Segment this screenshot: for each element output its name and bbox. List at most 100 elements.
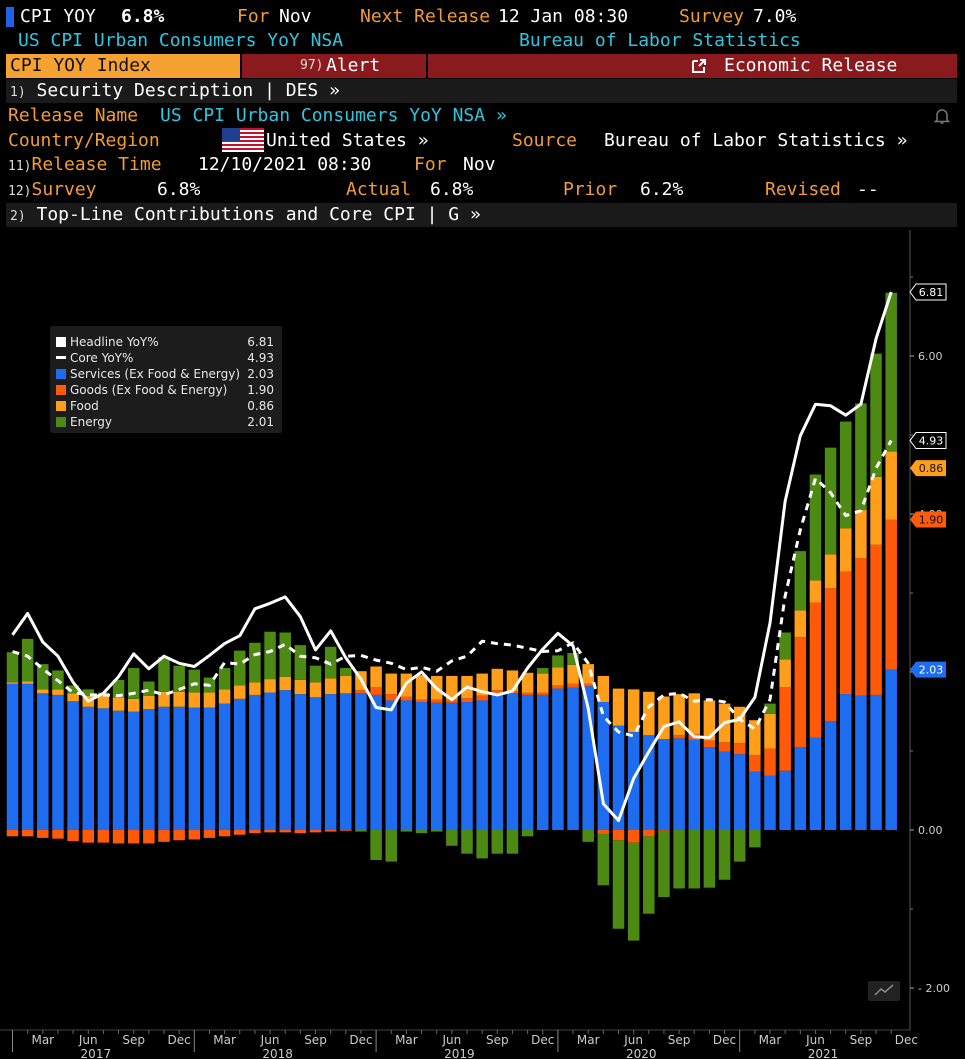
bar-goods xyxy=(294,830,307,834)
econ-release-button[interactable]: Economic Release Details xyxy=(428,54,957,100)
legend-swatch xyxy=(56,356,66,359)
legend-swatch xyxy=(56,337,66,347)
bar-services xyxy=(885,669,897,830)
bar-services xyxy=(643,735,655,830)
bar-energy xyxy=(37,664,49,690)
x-year-label: 2019 xyxy=(444,1047,475,1059)
x-tick-label: Sep xyxy=(486,1033,509,1047)
bar-energy xyxy=(461,830,473,854)
alert-button[interactable]: 97) Alert xyxy=(242,54,426,78)
legend-item-energy[interactable]: Energy 2.01 xyxy=(56,414,278,430)
bar-goods xyxy=(52,830,64,839)
bar-energy xyxy=(885,292,897,452)
legend-item-core[interactable]: Core YoY% 4.93 xyxy=(56,350,278,366)
bar-services xyxy=(294,694,307,830)
legend-item-headline[interactable]: Headline YoY% 6.81 xyxy=(56,334,278,350)
release-time-row[interactable]: 11)Release Time xyxy=(8,153,162,177)
bar-services xyxy=(415,702,428,830)
bar-food xyxy=(127,698,140,712)
legend-label: Headline YoY% xyxy=(70,335,159,349)
bar-services xyxy=(870,694,882,830)
bar-energy xyxy=(67,685,79,694)
bar-food xyxy=(173,691,185,707)
bar-energy xyxy=(537,668,549,674)
alert-label: Alert xyxy=(326,55,381,76)
bell-icon[interactable] xyxy=(932,106,952,126)
actual-value: 6.8% xyxy=(430,179,474,200)
last-value-text: 6.81 xyxy=(919,286,944,299)
last-value-text: 2.03 xyxy=(919,664,944,677)
bar-goods xyxy=(143,830,155,844)
revised-value: -- xyxy=(857,179,879,200)
chart-section-label: Top-Line Contributions and Core CPI | G … xyxy=(36,204,481,225)
legend-item-goods[interactable]: Goods (Ex Food & Energy) 1.90 xyxy=(56,382,278,398)
ticker[interactable]: CPI YOY xyxy=(20,6,96,27)
bar-food xyxy=(703,700,716,741)
bar-goods xyxy=(340,830,352,831)
chart-type-icon[interactable] xyxy=(868,981,900,1001)
bar-services xyxy=(234,698,246,830)
bar-goods xyxy=(67,830,79,842)
bar-services xyxy=(355,693,367,830)
bar-energy xyxy=(249,642,261,683)
bar-services xyxy=(37,693,49,830)
chart-section-number: 2) xyxy=(10,209,26,224)
bar-goods xyxy=(400,696,413,701)
bar-food xyxy=(340,675,352,694)
bar-food xyxy=(506,670,519,691)
last-value-text: 4.93 xyxy=(919,435,944,448)
last-value-core: 4.93 xyxy=(909,432,947,450)
bar-energy xyxy=(340,668,352,676)
bar-services xyxy=(673,738,685,830)
last-value-goods: 1.90 xyxy=(910,511,946,528)
legend-value: 4.93 xyxy=(247,351,274,365)
bar-services xyxy=(567,687,579,830)
revised-label: Revised xyxy=(765,179,841,200)
bar-services xyxy=(794,747,807,830)
bar-services xyxy=(21,683,34,830)
x-tick-label: Dec xyxy=(895,1033,918,1047)
tab-index[interactable]: CPI YOY Index xyxy=(6,54,240,78)
chart-last-value-labels: 0.86 1.90 2.03 6.81 4.93 xyxy=(909,283,947,678)
bar-goods xyxy=(582,683,594,687)
legend-item-food[interactable]: Food 0.86 xyxy=(56,398,278,414)
bar-energy xyxy=(612,840,625,929)
chart-section-link[interactable]: 2) Top-Line Contributions and Core CPI |… xyxy=(6,203,957,227)
bar-goods xyxy=(612,830,625,841)
country-value[interactable]: United States » xyxy=(266,130,429,151)
release-name-value[interactable]: US CPI Urban Consumers YoY NSA » xyxy=(160,105,507,126)
bar-services xyxy=(855,695,867,830)
source-value[interactable]: Bureau of Labor Statistics » xyxy=(604,130,908,151)
bar-goods xyxy=(234,830,246,835)
bar-energy xyxy=(840,421,852,529)
bar-goods xyxy=(21,830,34,837)
des-link[interactable]: 1) Security Description | DES » xyxy=(6,79,957,103)
bar-goods xyxy=(703,740,716,748)
bar-services xyxy=(385,700,397,830)
bar-energy xyxy=(779,632,791,660)
x-year-label: 2017 xyxy=(81,1047,112,1059)
bar-services xyxy=(127,711,140,830)
bar-food xyxy=(552,667,564,686)
x-tick-label: Dec xyxy=(168,1033,191,1047)
survey-number: 12) xyxy=(8,184,32,199)
cpi-contributions-chart[interactable]: 6.004.002.000.00- 2.00 MarJunSepDecMarJu… xyxy=(0,230,965,1059)
bar-energy xyxy=(824,447,837,555)
bar-energy xyxy=(521,830,534,837)
legend-item-services[interactable]: Services (Ex Food & Energy) 2.03 xyxy=(56,366,278,382)
bar-food xyxy=(521,672,534,693)
bar-food xyxy=(112,697,125,711)
bar-goods xyxy=(749,754,761,772)
header-survey-value: 7.0% xyxy=(753,6,797,27)
actual-label: Actual xyxy=(346,179,412,200)
bar-food xyxy=(809,580,822,603)
release-time-value: 12/10/2021 08:30 xyxy=(198,154,372,175)
bar-food xyxy=(885,451,897,520)
bar-food xyxy=(643,691,655,736)
legend-swatch xyxy=(56,369,66,379)
legend-label: Food xyxy=(70,399,99,413)
bar-services xyxy=(82,706,94,830)
bar-services xyxy=(537,694,549,830)
survey-row[interactable]: 12)Survey xyxy=(8,178,97,202)
chart-legend[interactable]: Headline YoY% 6.81 Core YoY% 4.93 Services (… xyxy=(50,326,282,433)
